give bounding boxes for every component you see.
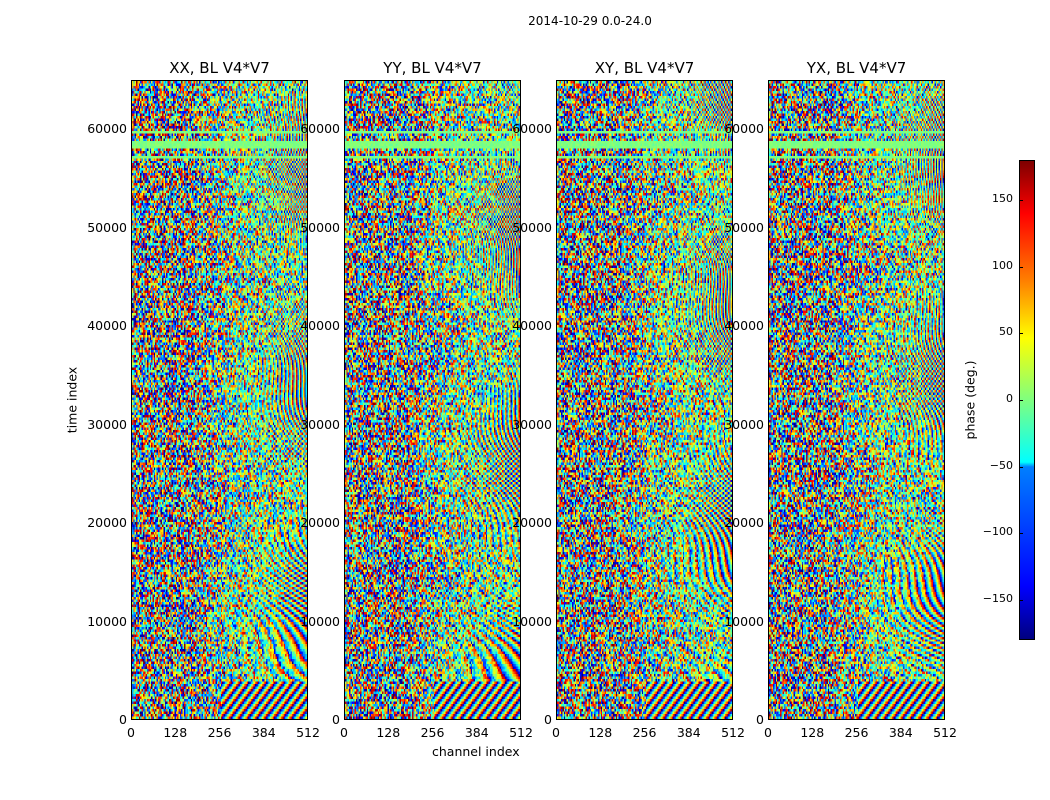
x-tick-label: 128 bbox=[588, 725, 613, 740]
panel-title: XX, BL V4*V7 bbox=[169, 59, 270, 77]
y-tick-label: 50000 bbox=[300, 219, 340, 235]
y-tick-label: 30000 bbox=[512, 416, 552, 432]
x-tick-label: 0 bbox=[340, 725, 348, 740]
colorbar-tick-mark bbox=[1019, 600, 1023, 601]
x-tick-label: 128 bbox=[163, 725, 188, 740]
y-tick-label: 0 bbox=[119, 712, 127, 727]
y-tick-label: 30000 bbox=[724, 416, 764, 432]
colorbar-tick-label: −100 bbox=[982, 525, 1013, 539]
y-tick-label: 20000 bbox=[724, 515, 764, 531]
x-tick-label: 512 bbox=[296, 725, 320, 740]
x-tick-label: 384 bbox=[464, 725, 489, 740]
colorbar-tick-mark bbox=[1019, 400, 1023, 401]
colorbar-tick-mark bbox=[1019, 200, 1023, 201]
x-tick-label: 384 bbox=[676, 725, 701, 740]
y-tick-label: 40000 bbox=[512, 318, 552, 334]
y-tick-label: 0 bbox=[544, 712, 552, 727]
colorbar-tick-label: 150 bbox=[992, 192, 1013, 205]
colorbar-tick-mark bbox=[1019, 266, 1023, 268]
y-tick-label: 10000 bbox=[87, 613, 127, 629]
y-tick-label: 20000 bbox=[300, 515, 340, 531]
y-tick-label: 20000 bbox=[87, 515, 127, 531]
x-tick-label: 256 bbox=[632, 725, 657, 740]
colorbar-tick-label: 100 bbox=[992, 258, 1013, 272]
y-tick-label: 60000 bbox=[512, 121, 552, 137]
colorbar-tick-mark bbox=[1019, 333, 1023, 335]
panel-title: YY, BL V4*V7 bbox=[383, 59, 482, 77]
panel-title: YX, BL V4*V7 bbox=[806, 59, 907, 77]
colorbar-tick-label: 0 bbox=[1006, 392, 1013, 405]
y-tick-label: 40000 bbox=[724, 318, 764, 334]
heatmap-panel bbox=[556, 80, 733, 720]
y-tick-label: 40000 bbox=[87, 318, 127, 334]
y-tick-label: 60000 bbox=[87, 121, 127, 137]
x-tick-label: 384 bbox=[888, 725, 913, 740]
y-tick-label: 0 bbox=[332, 712, 340, 727]
x-axis-label: channel index bbox=[432, 744, 520, 759]
y-tick-label: 10000 bbox=[724, 613, 764, 629]
heatmap-image bbox=[557, 81, 732, 719]
colorbar-tick-mark bbox=[1019, 533, 1023, 535]
heatmap-panel bbox=[131, 80, 308, 720]
heatmap-image bbox=[132, 81, 307, 719]
colorbar-tick-label: 50 bbox=[999, 325, 1013, 339]
heatmap-panel bbox=[768, 80, 945, 720]
y-tick-label: 10000 bbox=[512, 613, 552, 629]
y-tick-label: 30000 bbox=[87, 416, 127, 432]
panel-title: XY, BL V4*V7 bbox=[594, 59, 695, 77]
x-tick-label: 512 bbox=[721, 725, 745, 740]
y-tick-label: 0 bbox=[756, 712, 764, 727]
y-tick-label: 60000 bbox=[724, 121, 764, 137]
x-tick-label: 256 bbox=[207, 725, 232, 740]
y-tick-label: 50000 bbox=[512, 219, 552, 235]
x-tick-label: 0 bbox=[552, 725, 560, 740]
colorbar-tick-label: −50 bbox=[989, 458, 1013, 472]
heatmap-image bbox=[345, 81, 520, 719]
x-tick-label: 0 bbox=[764, 725, 772, 740]
x-tick-label: 384 bbox=[251, 725, 276, 740]
y-tick-label: 60000 bbox=[300, 121, 340, 137]
y-tick-label: 30000 bbox=[300, 416, 340, 432]
colorbar-tick-mark bbox=[1019, 466, 1023, 468]
figure-title: 2014-10-29 0.0-24.0 bbox=[528, 14, 652, 28]
y-tick-label: 10000 bbox=[300, 613, 340, 629]
x-tick-label: 512 bbox=[933, 725, 957, 740]
x-tick-label: 0 bbox=[127, 725, 135, 740]
y-tick-label: 50000 bbox=[724, 219, 764, 235]
y-tick-label: 20000 bbox=[512, 515, 552, 531]
heatmap-image bbox=[769, 81, 944, 719]
x-tick-label: 128 bbox=[800, 725, 825, 740]
x-tick-label: 512 bbox=[509, 725, 533, 740]
x-tick-label: 128 bbox=[376, 725, 401, 740]
y-tick-label: 50000 bbox=[87, 219, 127, 235]
x-tick-label: 256 bbox=[844, 725, 869, 740]
y-tick-label: 40000 bbox=[300, 318, 340, 334]
x-tick-label: 256 bbox=[420, 725, 445, 740]
colorbar-tick-label: −150 bbox=[982, 592, 1013, 605]
heatmap-panel bbox=[344, 80, 521, 720]
